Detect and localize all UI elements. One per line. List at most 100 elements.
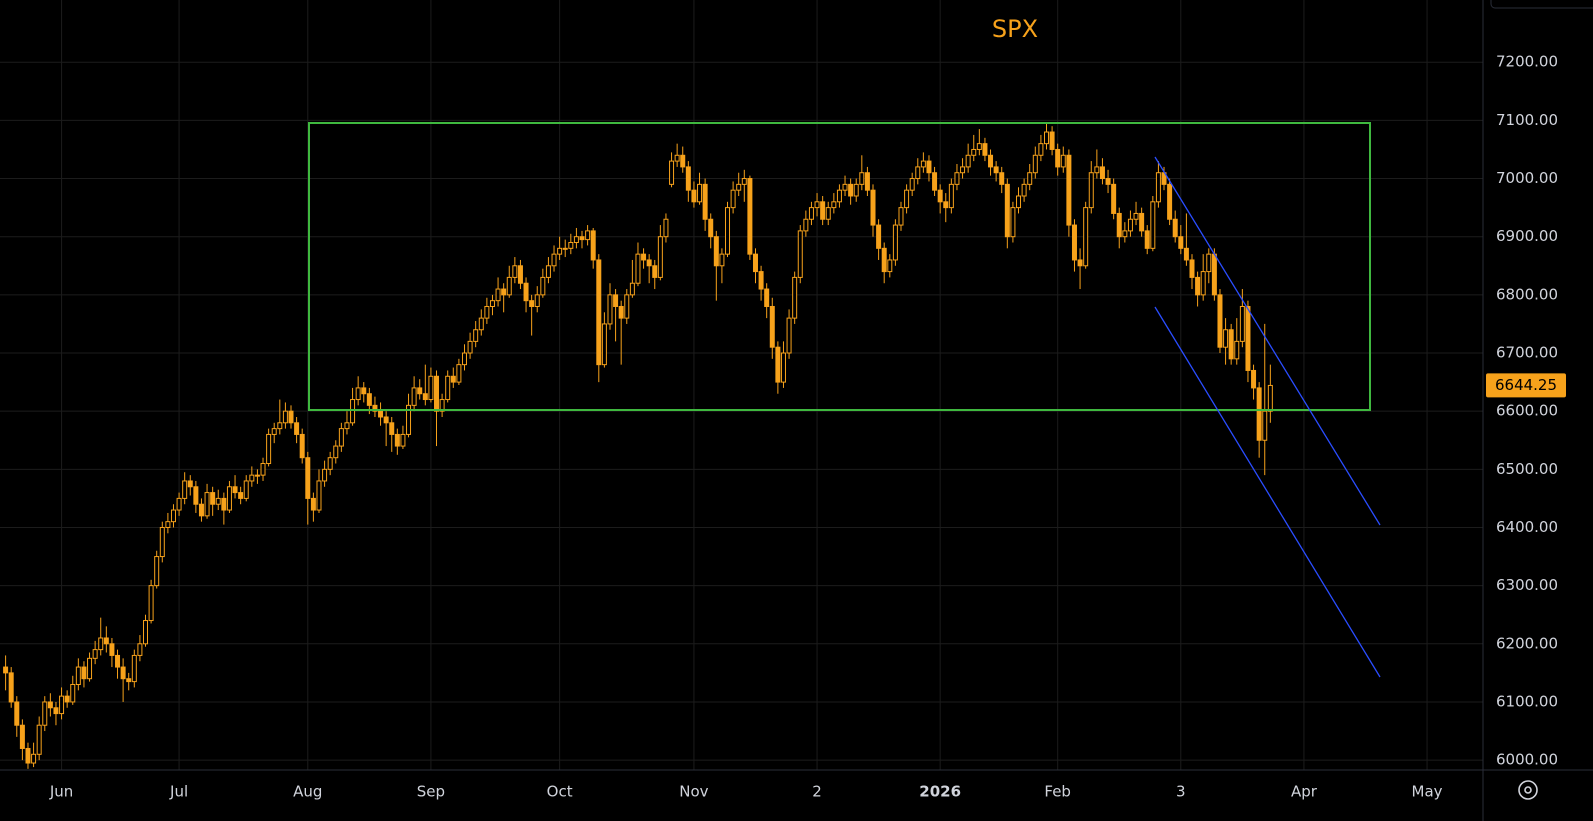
candle-body xyxy=(607,294,613,325)
candle-body xyxy=(1195,276,1201,296)
candle-body xyxy=(1200,271,1206,296)
toolbar-edge xyxy=(1490,0,1593,9)
candle-body xyxy=(859,172,865,185)
candle-body xyxy=(64,695,70,703)
candle-body xyxy=(848,183,854,197)
candle-body xyxy=(613,294,619,307)
candle-body xyxy=(299,433,305,459)
candle-body xyxy=(422,393,428,401)
settings-button[interactable] xyxy=(1518,780,1538,800)
candle-body xyxy=(736,183,742,191)
candle-body xyxy=(260,463,266,476)
candle-body xyxy=(685,166,691,191)
candle-body xyxy=(210,492,216,505)
candle-body xyxy=(1010,207,1016,238)
candle-body xyxy=(1032,154,1038,174)
candle-body xyxy=(523,282,529,302)
candle-body xyxy=(836,189,842,203)
candle-body xyxy=(294,422,300,435)
candle-body xyxy=(1004,183,1010,238)
x-tick-label: Sep xyxy=(417,783,445,801)
candle-body xyxy=(713,236,719,267)
candle-body xyxy=(719,253,725,267)
candle-body xyxy=(747,178,753,255)
candle-body xyxy=(47,701,53,709)
candle-body xyxy=(585,230,591,241)
candle-body xyxy=(1122,230,1128,238)
candle-body xyxy=(109,643,115,656)
candle-body xyxy=(792,276,798,319)
candle-body xyxy=(137,643,143,656)
candle-body xyxy=(322,468,328,482)
candle-body xyxy=(764,288,770,307)
candle-body xyxy=(131,654,137,683)
candle-body xyxy=(948,183,954,209)
candle-body xyxy=(249,474,255,482)
y-tick-label: 6800.00 xyxy=(1496,285,1558,303)
candle-body xyxy=(1251,369,1257,389)
last-price-box xyxy=(1486,373,1566,398)
candle-body xyxy=(226,486,232,511)
candle-body xyxy=(36,724,42,755)
candle-body xyxy=(506,276,512,296)
candle-body xyxy=(75,666,81,686)
candle-body xyxy=(881,247,887,273)
candle-body xyxy=(1071,224,1077,261)
candle-body xyxy=(1239,305,1245,342)
settings-icon[interactable] xyxy=(1518,780,1538,800)
candle-body xyxy=(646,259,652,267)
candle-body xyxy=(103,637,109,645)
candle-body xyxy=(1217,294,1223,348)
candle-body xyxy=(1211,253,1217,296)
candle-body xyxy=(999,172,1005,185)
candle-body xyxy=(982,143,988,156)
y-tick-label: 6100.00 xyxy=(1496,692,1558,710)
y-tick-label: 6200.00 xyxy=(1496,634,1558,652)
candle-body xyxy=(965,154,971,168)
candle-body xyxy=(1189,259,1195,278)
candle-body xyxy=(182,480,188,499)
y-tick-label: 6300.00 xyxy=(1496,576,1558,594)
candle-body xyxy=(568,242,574,249)
candle-body xyxy=(355,387,361,401)
candle-body xyxy=(417,387,423,395)
candle-body xyxy=(758,271,764,290)
candle-body xyxy=(876,224,882,249)
candle-body xyxy=(529,300,535,307)
candle-body xyxy=(70,684,76,703)
candle-body xyxy=(87,657,93,680)
candle-body xyxy=(366,393,372,406)
candle-body xyxy=(864,172,870,191)
candle-body xyxy=(618,305,624,319)
candle-body xyxy=(937,189,943,203)
candle-body xyxy=(238,492,244,499)
candle-body xyxy=(383,416,389,424)
trend-line xyxy=(1154,306,1381,678)
candle-body xyxy=(327,457,333,470)
candle-body xyxy=(797,230,803,278)
candle-body xyxy=(478,317,484,331)
candle-body xyxy=(1094,166,1100,174)
candle-body xyxy=(467,340,473,354)
candle-body xyxy=(1183,247,1189,261)
candle-body xyxy=(8,672,14,703)
candle-body xyxy=(193,486,199,505)
y-tick-label: 7100.00 xyxy=(1496,111,1558,129)
candle-body xyxy=(1027,172,1033,185)
candle-body xyxy=(53,707,59,715)
candle-body xyxy=(489,300,495,307)
candle-body xyxy=(892,224,898,261)
candle-body xyxy=(198,503,204,517)
candle-body xyxy=(277,422,283,430)
candle-body xyxy=(920,160,926,168)
candle-body xyxy=(1077,259,1083,267)
candle-body xyxy=(820,201,826,220)
x-tick-label: Apr xyxy=(1291,783,1318,801)
trend-line xyxy=(1154,156,1381,526)
candle-body xyxy=(932,172,938,191)
candle-body xyxy=(1267,384,1273,412)
candle-body xyxy=(534,294,540,307)
candle-body xyxy=(1083,207,1089,267)
candle-body xyxy=(725,207,731,255)
settings-icon-center[interactable] xyxy=(1524,786,1532,794)
